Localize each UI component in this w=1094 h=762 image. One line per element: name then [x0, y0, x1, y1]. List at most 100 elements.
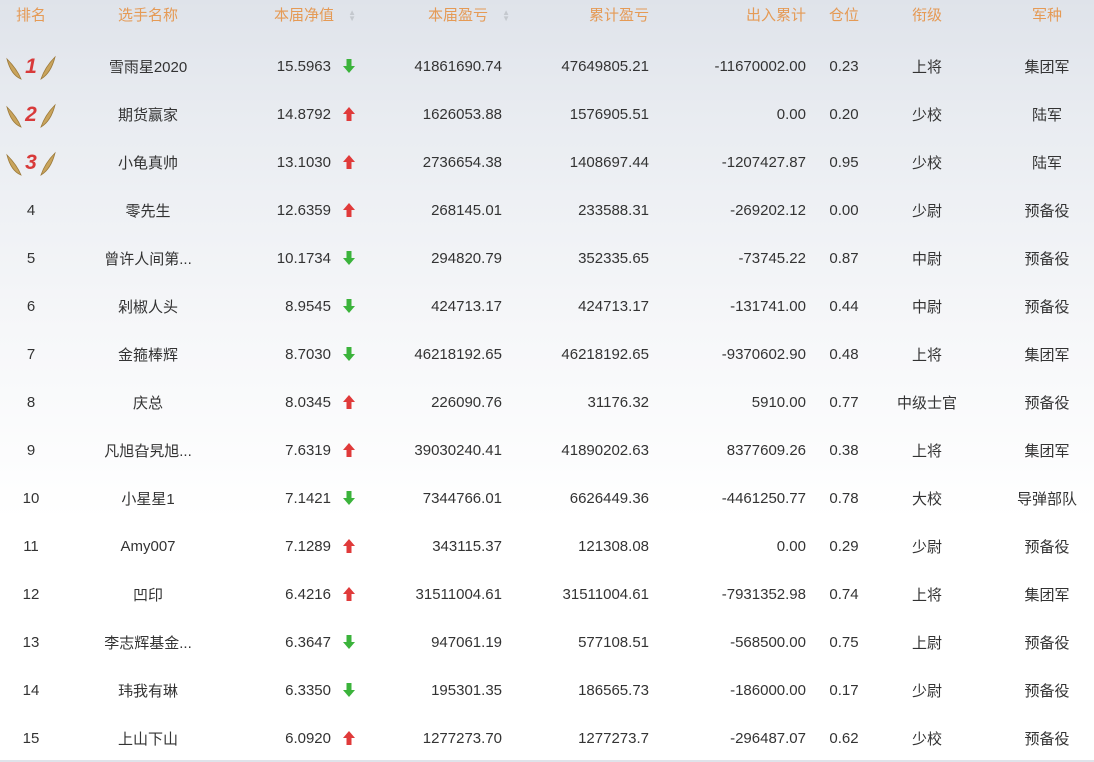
header-name: 选手名称	[117, 7, 178, 24]
player-name[interactable]: 凹印	[132, 586, 163, 604]
net-value-cell: 7.1289	[234, 522, 360, 570]
rank-cell: 9	[26, 441, 36, 459]
table-row[interactable]: 1 雪雨星2020 15.5963 41861690.74 47649805.2…	[0, 42, 1094, 90]
sort-icon[interactable]: ▲ ▼	[348, 8, 356, 24]
table-row[interactable]: 11 Amy007 7.1289 343115.37 121308.08 0.0…	[0, 522, 1094, 570]
net-value: 8.9545	[285, 297, 331, 315]
branch: 集团军	[1024, 586, 1070, 604]
sort-icon[interactable]: ▲ ▼	[502, 8, 510, 24]
position-ratio: 0.20	[829, 105, 859, 123]
net-value: 12.6359	[276, 201, 331, 219]
table-header: 排名 选手名称 本届净值 ▲ ▼ 本届盈亏 ▲ ▼ 累计盈亏 出入累计 仓位 衔级 军种	[0, 0, 1094, 42]
player-name[interactable]: 庆总	[132, 394, 163, 412]
medal-rank: 1	[25, 55, 37, 78]
table-row[interactable]: 8 庆总 8.0345 226090.76 31176.32 5910.00 0…	[0, 378, 1094, 426]
net-value-cell: 14.8792	[234, 90, 360, 138]
grade: 上尉	[911, 634, 942, 652]
table-row[interactable]: 14 玮我有琳 6.3350 195301.35 186565.73 -1860…	[0, 666, 1094, 714]
position-ratio: 0.77	[829, 393, 859, 411]
cumulative-pnl: 577108.51	[578, 633, 649, 651]
rank-cell: 10	[22, 489, 40, 507]
player-name[interactable]: 零先生	[125, 202, 171, 220]
net-value-cell: 7.6319	[234, 426, 360, 474]
table-row[interactable]: 2 期货赢家 14.8792 1626053.88 1576905.51 0.0…	[0, 90, 1094, 138]
table-row[interactable]: 9 凡旭旮旯旭... 7.6319 39030240.41 41890202.6…	[0, 426, 1094, 474]
player-name[interactable]: 剁椒人头	[117, 298, 178, 316]
laurel-medal-icon: 2	[6, 103, 56, 128]
arrow-down-icon	[342, 346, 356, 362]
grade: 上将	[911, 442, 942, 460]
player-name[interactable]: 凡旭旮旯旭...	[104, 442, 192, 460]
season-pnl: 1277273.70	[422, 729, 502, 747]
table-row[interactable]: 15 上山下山 6.0920 1277273.70 1277273.7 -296…	[0, 714, 1094, 762]
grade: 中尉	[911, 298, 942, 316]
branch: 集团军	[1024, 442, 1070, 460]
player-name[interactable]: 期货赢家	[117, 106, 178, 124]
position-ratio: 0.44	[829, 297, 859, 315]
cumulative-pnl: 41890202.63	[561, 441, 649, 459]
arrow-down-icon	[342, 298, 356, 314]
position-ratio: 0.75	[829, 633, 859, 651]
player-name[interactable]: 小龟真帅	[117, 154, 178, 172]
net-value: 7.6319	[285, 441, 331, 459]
branch: 导弹部队	[1016, 490, 1077, 508]
net-value-cell: 6.3350	[234, 666, 360, 714]
net-value: 6.4216	[285, 585, 331, 603]
table-row[interactable]: 13 李志辉基金... 6.3647 947061.19 577108.51 -…	[0, 618, 1094, 666]
cumulative-pnl: 352335.65	[578, 249, 649, 267]
season-pnl: 424713.17	[431, 297, 502, 315]
net-value-cell: 12.6359	[234, 186, 360, 234]
net-value: 13.1030	[276, 153, 331, 171]
branch: 预备役	[1024, 538, 1070, 556]
medal-rank: 2	[24, 103, 37, 126]
cumulative-flow: 0.00	[776, 537, 806, 555]
cumulative-flow: -7931352.98	[721, 585, 806, 603]
cumulative-flow: -296487.07	[730, 729, 806, 747]
header-net-value[interactable]: 本届净值 ▲ ▼	[234, 0, 360, 42]
table-row[interactable]: 7 金箍棒辉 8.7030 46218192.65 46218192.65 -9…	[0, 330, 1094, 378]
net-value-cell: 6.4216	[234, 570, 360, 618]
arrow-up-icon	[342, 730, 356, 746]
season-pnl: 7344766.01	[422, 489, 502, 507]
player-name[interactable]: 金箍棒辉	[117, 346, 178, 364]
player-name[interactable]: 小星星1	[121, 490, 175, 508]
player-name[interactable]: Amy007	[120, 537, 176, 555]
net-value: 8.7030	[285, 345, 331, 363]
net-value-cell: 6.0920	[234, 714, 360, 762]
player-name[interactable]: 李志辉基金...	[104, 634, 192, 652]
header-cumulative: 累计盈亏	[588, 7, 649, 24]
cumulative-pnl: 1576905.51	[569, 105, 649, 123]
header-branch: 军种	[1031, 7, 1062, 24]
rank-cell: 5	[26, 249, 36, 267]
rank-cell: 2	[0, 90, 62, 138]
table-row[interactable]: 5 曾许人间第... 10.1734 294820.79 352335.65 -…	[0, 234, 1094, 282]
player-name[interactable]: 雪雨星2020	[108, 58, 188, 76]
net-value: 7.1421	[285, 489, 331, 507]
season-pnl: 31511004.61	[415, 585, 502, 603]
table-row[interactable]: 3 小龟真帅 13.1030 2736654.38 1408697.44 -12…	[0, 138, 1094, 186]
player-name[interactable]: 曾许人间第...	[104, 250, 192, 268]
grade: 少尉	[911, 682, 942, 700]
rank-cell: 8	[26, 393, 36, 411]
cumulative-flow: -73745.22	[738, 249, 806, 267]
player-name[interactable]: 上山下山	[117, 730, 178, 748]
table-row[interactable]: 6 剁椒人头 8.9545 424713.17 424713.17 -13174…	[0, 282, 1094, 330]
branch: 陆军	[1031, 106, 1062, 124]
table-row[interactable]: 12 凹印 6.4216 31511004.61 31511004.61 -79…	[0, 570, 1094, 618]
cumulative-flow: -11670002.00	[714, 57, 806, 75]
branch: 预备役	[1024, 394, 1070, 412]
player-name[interactable]: 玮我有琳	[117, 682, 178, 700]
rank-cell: 11	[23, 537, 39, 555]
table-row[interactable]: 10 小星星1 7.1421 7344766.01 6626449.36 -44…	[0, 474, 1094, 522]
cumulative-pnl: 1277273.7	[578, 729, 649, 747]
header-pnl[interactable]: 本届盈亏 ▲ ▼	[360, 0, 510, 42]
branch: 集团军	[1024, 346, 1070, 364]
table-row[interactable]: 4 零先生 12.6359 268145.01 233588.31 -26920…	[0, 186, 1094, 234]
grade: 大校	[911, 490, 942, 508]
cumulative-pnl: 46218192.65	[561, 345, 649, 363]
cumulative-flow: -568500.00	[730, 633, 806, 651]
branch: 预备役	[1024, 634, 1070, 652]
cumulative-flow: -1207427.87	[721, 153, 806, 171]
branch: 预备役	[1024, 682, 1070, 700]
position-ratio: 0.62	[829, 729, 859, 747]
